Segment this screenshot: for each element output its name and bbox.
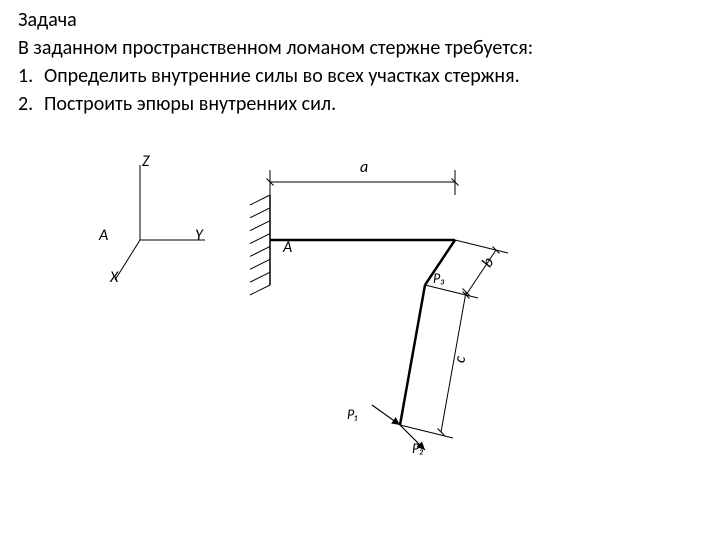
p1-label: P₁	[347, 406, 358, 423]
diagram-svg	[60, 140, 620, 500]
intro-text: В заданном пространственном ломаном стер…	[18, 36, 533, 60]
heading: Задача	[18, 8, 77, 32]
dim-a-label: a	[360, 158, 368, 177]
item2-text: Построить эпюры внутренних сил.	[44, 92, 336, 116]
y-axis-label: Y	[195, 226, 203, 245]
z-axis-label: Z	[142, 152, 150, 171]
item2-num: 2.	[18, 92, 33, 116]
p3-label: P₃	[433, 270, 445, 287]
a-coord-label: A	[99, 226, 108, 245]
item1-text: Определить внутренние силы во всех участ…	[44, 64, 520, 88]
x-axis-label: X	[110, 268, 118, 287]
item1-num: 1.	[18, 64, 33, 88]
diagram-container: Z A Y X A a b c P₁ P₂ P₃	[60, 140, 620, 500]
p2-label: P₂	[412, 440, 424, 457]
a-wall-label: A	[283, 238, 292, 257]
